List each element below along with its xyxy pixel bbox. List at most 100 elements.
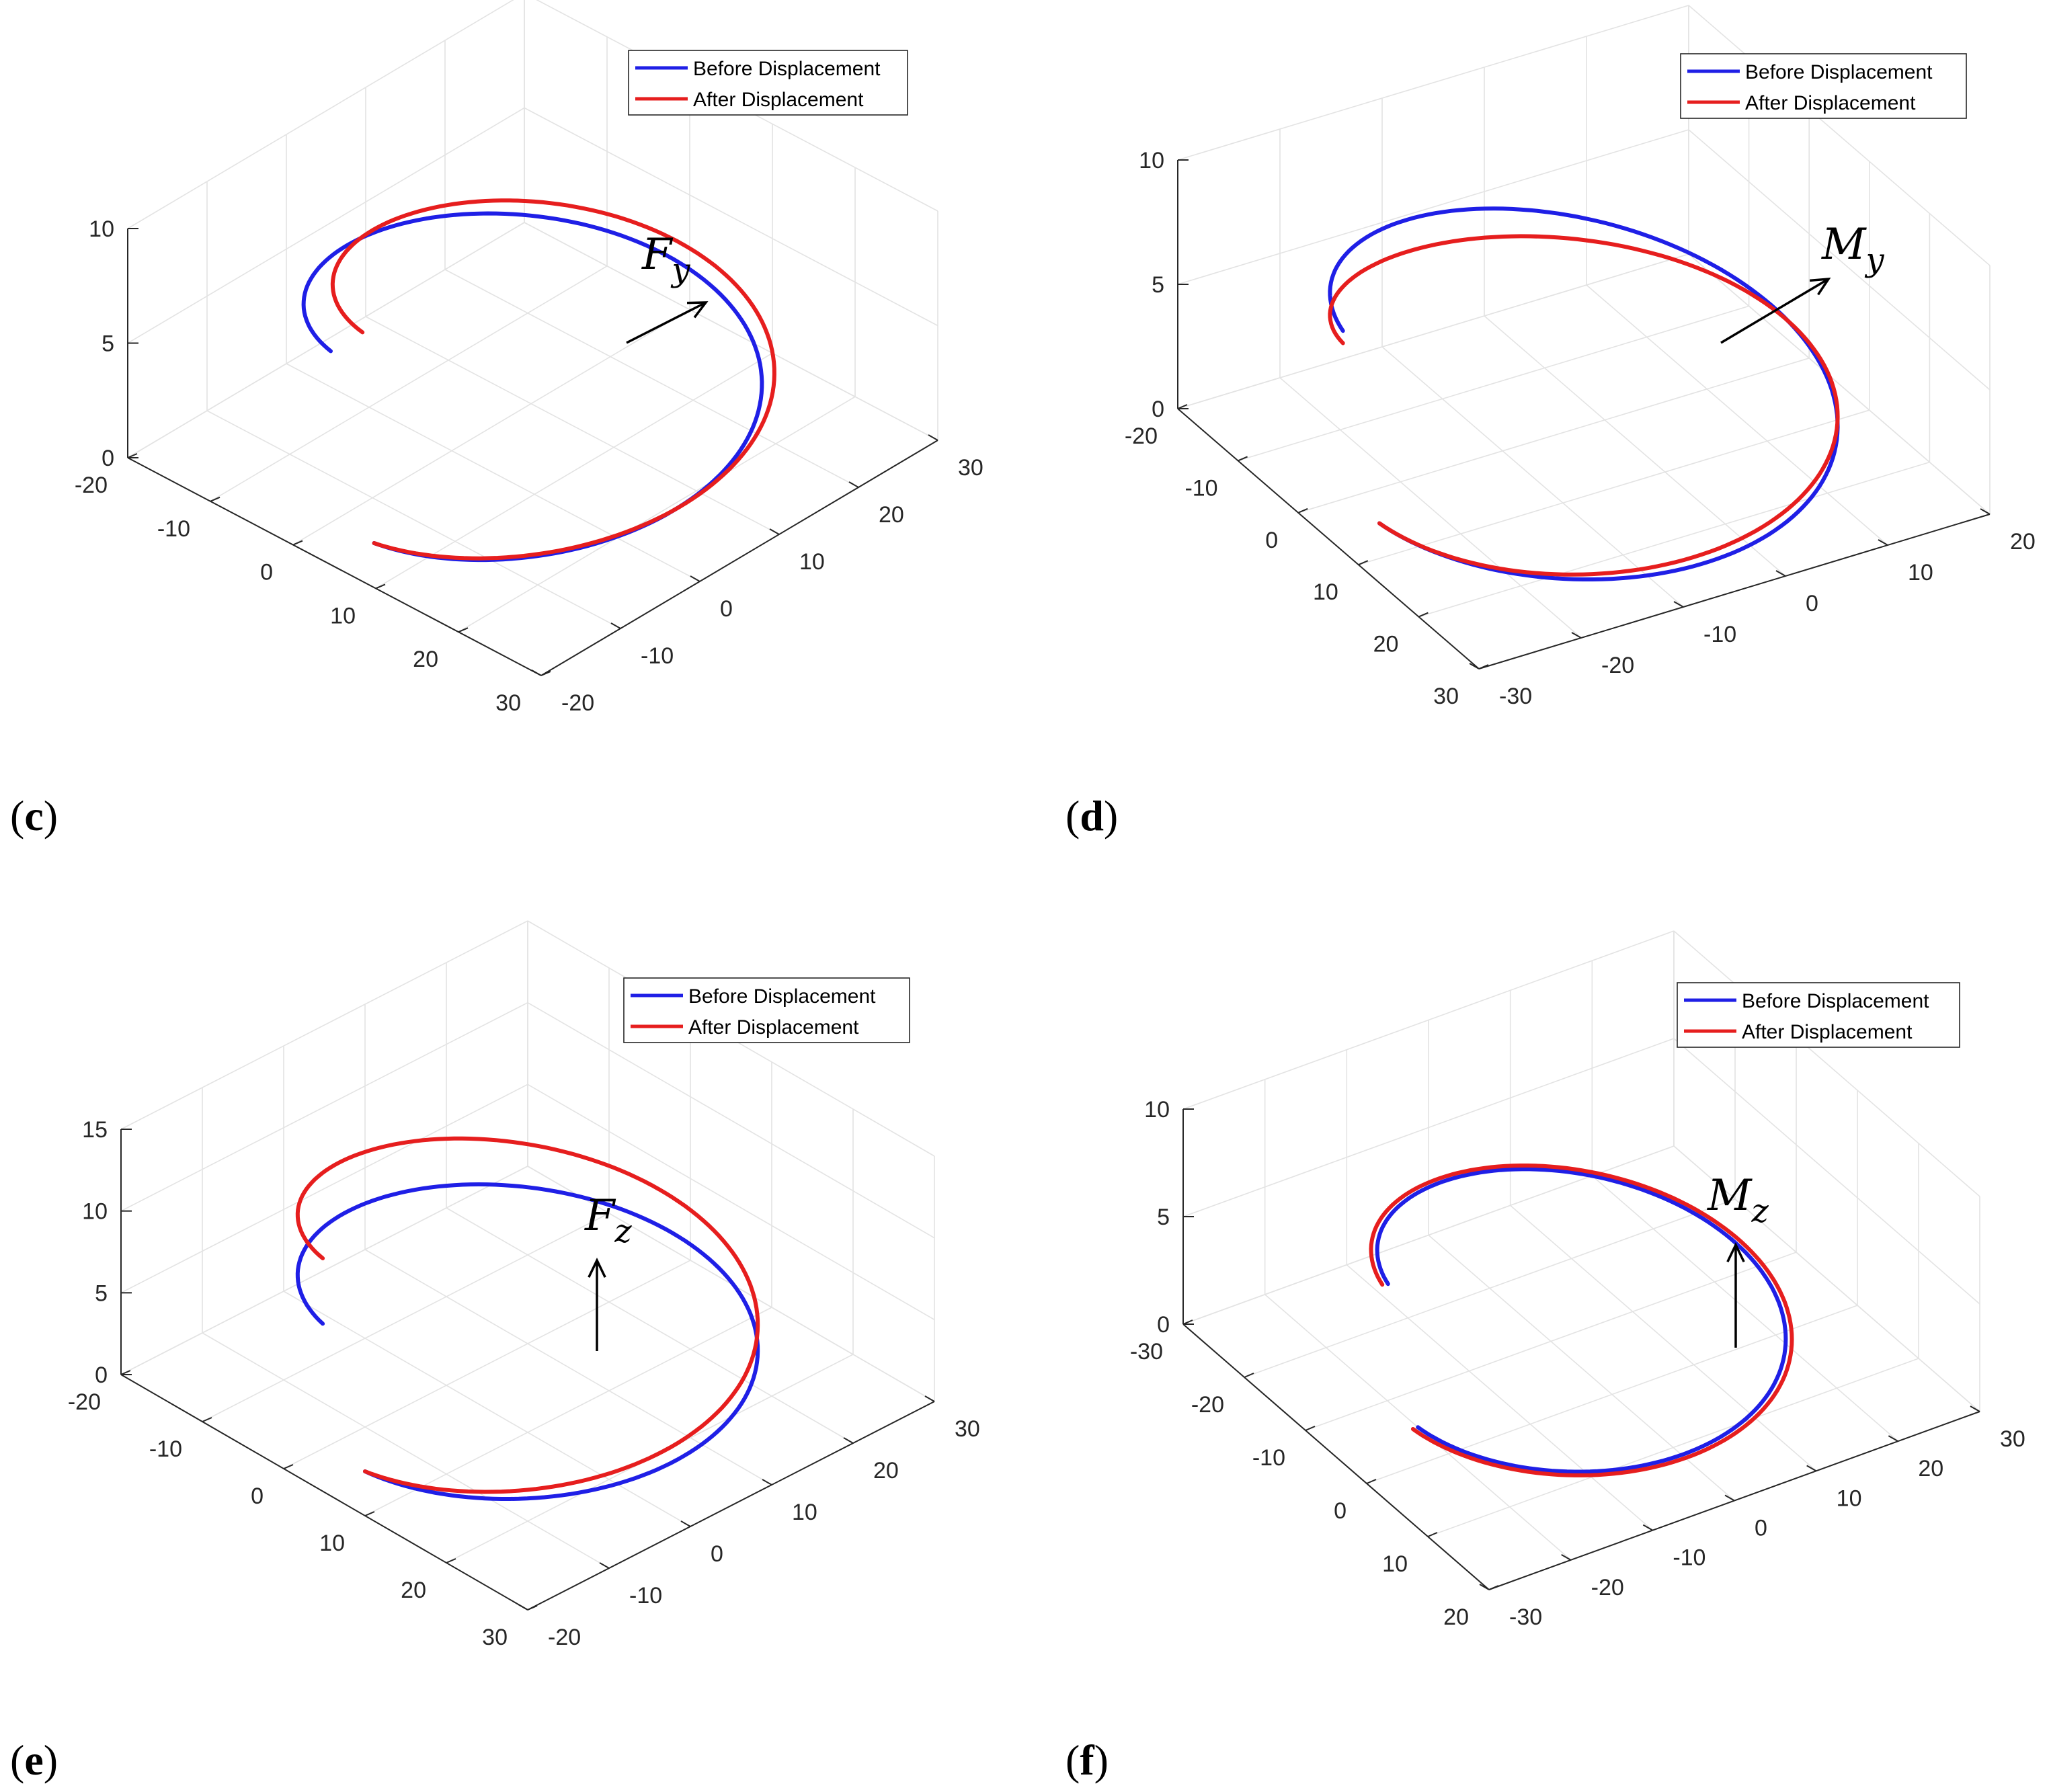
y-tick-label: 30 (2000, 1426, 2025, 1452)
x-tick-label: 30 (495, 690, 521, 716)
y-axis-line (1478, 514, 1991, 669)
y-tick-label: 10 (792, 1500, 817, 1525)
y-tick (1673, 601, 1684, 608)
z-tick-label: 5 (102, 331, 114, 357)
load-arrow: My (1720, 220, 1885, 344)
x-tick-label: 30 (482, 1625, 508, 1650)
panel-label-open-paren: ( (1066, 1736, 1080, 1784)
load-label: Fy (641, 230, 690, 289)
arrow-shaft (1720, 278, 1829, 344)
gridline (1418, 461, 1930, 618)
y-tick (1469, 663, 1480, 669)
x-tick-label: 10 (1313, 579, 1338, 605)
x-tick (210, 496, 220, 502)
arrow-head (1726, 1241, 1745, 1262)
series-line-before (1328, 206, 1840, 581)
gridline (1177, 253, 1689, 409)
z-tick-label: 5 (1157, 1205, 1170, 1230)
x-tick-label: 10 (1382, 1551, 1408, 1577)
gridline (1177, 129, 1689, 285)
series-line-after (295, 1136, 760, 1494)
y-tick (762, 1479, 772, 1485)
x-tick (1244, 1373, 1254, 1378)
series (301, 198, 776, 563)
y-tick (680, 1520, 691, 1527)
series-line-before (295, 1182, 760, 1501)
gridline (1510, 1205, 1817, 1471)
legend-label-after: After Displacement (693, 89, 864, 111)
axes (127, 229, 938, 676)
series (295, 1136, 760, 1501)
y-tick (1479, 1584, 1490, 1590)
x-tick (202, 1417, 212, 1422)
arrow-head (686, 301, 709, 319)
y-tick-label: -20 (548, 1625, 581, 1650)
z-tick-label: 10 (82, 1199, 108, 1225)
gridline (1586, 284, 1888, 546)
gridline (375, 352, 773, 589)
load-label: Mz (1707, 1171, 1769, 1230)
y-tick-label: -20 (1591, 1575, 1624, 1600)
legend: Before Displacement After Displacement (628, 50, 908, 116)
y-tick-label: 30 (958, 455, 983, 481)
panel-letter: d (1080, 792, 1104, 840)
load-arrow: Fz (584, 1191, 632, 1351)
panel-label-open-paren: ( (10, 792, 24, 840)
y-tick (1878, 539, 1888, 546)
x-tick (1358, 560, 1369, 566)
x-tick-label: 20 (1443, 1604, 1469, 1630)
tick-labels: -20 -10 0 10 20 30 -30 -20 -10 0 10 20 0 5 10 (1125, 148, 2036, 709)
panel-label-close-paren: ) (44, 792, 58, 840)
y-tick-label: 10 (799, 549, 825, 575)
z-tick-label: 10 (1144, 1097, 1170, 1123)
gridline (1297, 358, 1810, 514)
load-label: Fz (584, 1191, 632, 1250)
panel-f: -30 -20 -10 0 10 20 -30 -20 -10 0 10 20 30 0 5 10 Mz Befo… (1066, 930, 2025, 1784)
y-tick-label: 20 (879, 502, 904, 528)
x-axis-line (1182, 1323, 1490, 1590)
gridline (444, 269, 859, 488)
x-tick-label: -20 (1125, 423, 1158, 449)
legend-label-before: Before Displacement (1745, 61, 1933, 83)
arrow-head (1809, 277, 1831, 296)
x-axis-line (120, 1374, 528, 1611)
series-line-before (1375, 1167, 1788, 1474)
x-tick (1305, 1426, 1316, 1431)
x-tick (375, 583, 386, 589)
y-tick (1724, 1494, 1735, 1502)
gridline (524, 107, 938, 327)
z-tick-label: 0 (95, 1362, 108, 1388)
x-tick-label: -10 (1252, 1445, 1285, 1471)
panel-label: (e) (10, 1736, 58, 1784)
arrow-head (588, 1257, 606, 1278)
x-tick-label: -10 (149, 1436, 182, 1462)
axes (1182, 1109, 1980, 1590)
gridline (202, 1213, 610, 1422)
series-line-after (1328, 234, 1840, 577)
series-line-after (330, 198, 776, 561)
legend-label-before: Before Displacement (1742, 990, 1929, 1012)
x-tick-label: 10 (330, 603, 356, 628)
y-tick (1806, 1465, 1817, 1472)
gridline (202, 1332, 610, 1569)
gridline (1177, 5, 1689, 161)
panel-label: (d) (1066, 792, 1118, 840)
z-tick-label: 0 (102, 446, 114, 471)
z-tick-label: 15 (82, 1117, 108, 1143)
y-tick (1642, 1524, 1653, 1531)
y-tick (610, 622, 621, 629)
gridline (524, 222, 938, 441)
y-tick (848, 481, 859, 488)
load-arrow: Fy (626, 230, 709, 344)
y-tick-label: -30 (1509, 1604, 1542, 1630)
y-tick (518, 1604, 528, 1611)
x-tick-label: -10 (157, 516, 190, 542)
y-tick-label: 0 (711, 1541, 723, 1567)
series-line-after (1369, 1164, 1794, 1477)
panel-label: (c) (10, 792, 58, 840)
z-tick-label: 5 (1152, 272, 1164, 298)
x-tick (1297, 507, 1308, 514)
panel-label: (f) (1066, 1736, 1109, 1784)
gridline (283, 1260, 691, 1469)
x-tick-label: -20 (1191, 1392, 1224, 1418)
